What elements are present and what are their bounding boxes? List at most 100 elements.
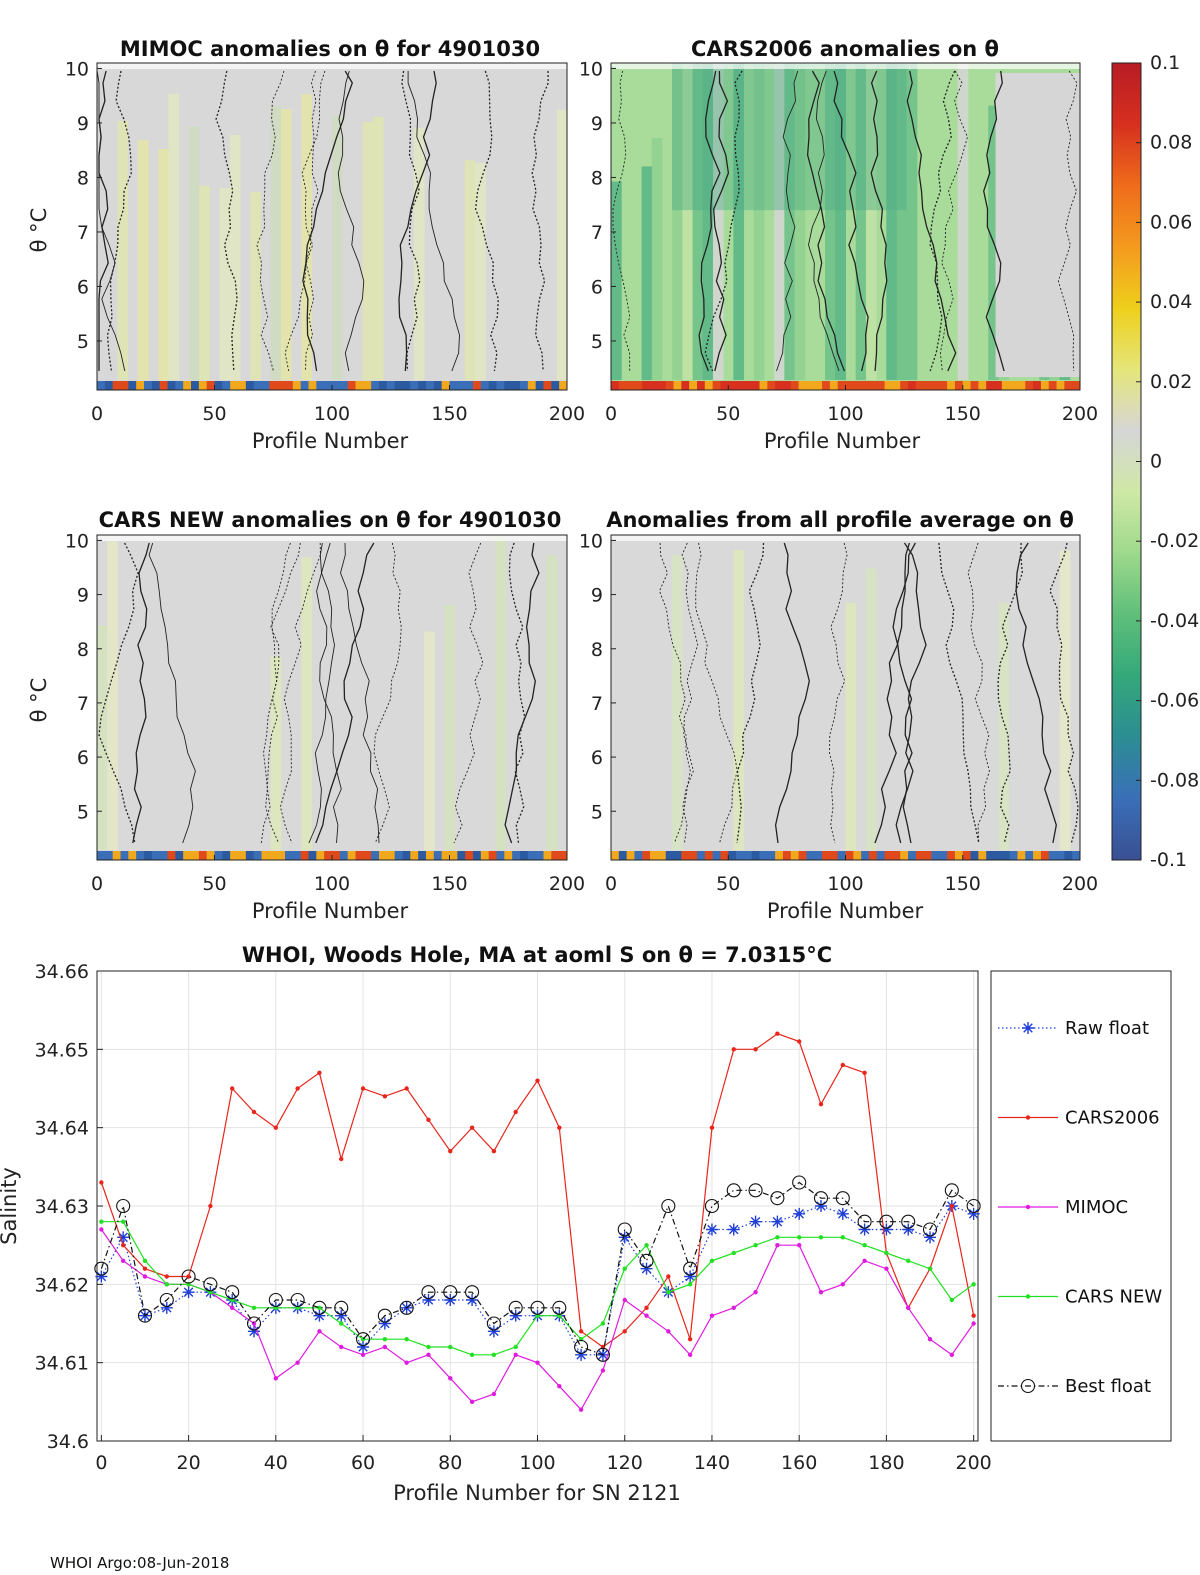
anomaly-bottom-cell	[300, 851, 309, 860]
anomaly-bottom-cell	[681, 851, 690, 860]
anomaly-bottom-cell	[269, 381, 278, 390]
anomaly-bottom-cell	[1009, 381, 1018, 390]
contour-line	[695, 542, 738, 844]
anomaly-bottom-cell	[418, 381, 427, 390]
anomaly-bottom-cell	[673, 381, 682, 390]
panel-field	[97, 535, 567, 860]
data-point	[95, 1270, 108, 1283]
data-point	[704, 1198, 720, 1214]
anomaly-bottom-cell	[324, 381, 333, 390]
series-line	[100, 1181, 974, 1356]
y-tick-label: 6	[591, 276, 603, 298]
data-point	[513, 1344, 518, 1350]
data-point	[465, 1285, 480, 1300]
contour-line	[260, 542, 301, 844]
anomaly-bottom-cell	[829, 381, 839, 390]
x-tick-label: 200	[1062, 873, 1098, 895]
data-point	[469, 1399, 475, 1405]
anomaly-bottom-cell	[884, 851, 893, 860]
data-point	[421, 1285, 436, 1300]
anomaly-bottom-cell	[277, 381, 286, 390]
anomaly-bottom-cell	[908, 851, 917, 860]
anomaly-bottom-cell	[175, 851, 184, 860]
anomaly-bottom-cell	[782, 851, 792, 860]
data-point	[575, 1348, 588, 1361]
data-point	[1022, 1022, 1034, 1034]
data-point	[557, 1383, 562, 1389]
panel-title: CARS NEW anomalies on θ for 4901030	[99, 508, 562, 532]
anomaly-bottom-cell	[285, 381, 294, 390]
anomaly-bottom-cell	[206, 851, 215, 860]
x-tick-label: 0	[91, 873, 103, 895]
contour-line	[774, 542, 810, 844]
y-tick-label: 8	[591, 639, 603, 661]
data-point	[120, 1242, 126, 1248]
data-point	[880, 1223, 893, 1236]
data-point	[251, 1321, 257, 1326]
anomaly-bottom-cell	[433, 381, 443, 390]
x-tick-label: 120	[607, 1452, 643, 1474]
data-point	[508, 1300, 523, 1315]
anomaly-bottom-cell	[1072, 381, 1081, 390]
x-tick-label: 100	[827, 873, 863, 895]
panel-ylabel: θ °C	[27, 208, 51, 253]
anomaly-blob	[995, 73, 1080, 378]
contour-line	[508, 542, 526, 844]
anomaly-bottom-cell	[822, 851, 831, 860]
anomaly-bottom-cell	[1033, 851, 1042, 860]
data-point	[835, 1191, 850, 1206]
data-point	[862, 1070, 867, 1076]
anomaly-bottom-cell	[923, 381, 932, 390]
data-point	[971, 1282, 976, 1287]
anomaly-bottom-cell	[822, 381, 831, 390]
data-point	[99, 1227, 104, 1232]
data-point	[360, 1352, 366, 1358]
colorbar-tick-label: 0	[1150, 451, 1162, 473]
data-point	[339, 1321, 344, 1326]
anomaly-bottom-cell	[775, 851, 784, 860]
anomaly-bottom-cell	[806, 851, 815, 860]
anomaly-bottom-cell	[970, 381, 979, 390]
panel-xlabel: Profile Number	[252, 429, 409, 453]
anomaly-strip	[682, 63, 694, 380]
legend-label: CARS NEW	[1065, 1287, 1162, 1308]
anomaly-bottom-cell	[386, 851, 396, 860]
anomaly-bottom-cell	[363, 851, 372, 860]
data-point	[966, 1198, 981, 1214]
y-tick-label: 8	[591, 167, 603, 189]
data-point	[94, 1261, 109, 1276]
anomaly-bottom-cell	[736, 851, 745, 860]
data-point	[120, 1258, 126, 1264]
anomaly-bottom-cell	[1017, 381, 1026, 390]
legend-item: Raw float	[998, 1018, 1149, 1039]
data-point	[709, 1125, 715, 1130]
anomaly-bottom-cell	[1048, 381, 1058, 390]
data-point	[814, 1200, 827, 1212]
anomaly-bottom-cell	[426, 381, 435, 390]
anomaly-bottom-cell	[277, 851, 286, 860]
anomaly-bottom-cell	[947, 851, 956, 860]
contour-line	[1049, 542, 1079, 844]
panel-ylabel: θ °C	[27, 678, 51, 723]
data-point	[426, 1352, 431, 1358]
anomaly-bottom-cell	[642, 381, 651, 390]
anomaly-bottom-cell	[970, 851, 979, 860]
data-point	[796, 1039, 802, 1044]
data-point	[687, 1352, 693, 1358]
y-tick-label: 34.62	[35, 1274, 89, 1296]
data-point	[181, 1269, 196, 1284]
anomaly-bottom-cell	[728, 381, 737, 390]
anomaly-bottom-cell	[986, 851, 995, 860]
anomaly-bottom-cell	[308, 851, 317, 860]
anomaly-bottom-cell	[457, 851, 466, 860]
anomaly-bottom-cell	[892, 851, 901, 860]
anomaly-bottom-cell	[868, 851, 878, 860]
anomaly-strip	[546, 555, 558, 850]
anomaly-bottom-cell	[1040, 381, 1050, 390]
chart-legend: Raw float CARS2006 MIMOC CARS NEW Best float	[990, 970, 1172, 1442]
anomaly-bottom-cell	[1025, 851, 1034, 860]
anomaly-bottom-cell	[285, 851, 294, 860]
anomaly-bottom-cell	[712, 381, 721, 390]
anomaly-bottom-cell	[198, 381, 208, 390]
anomaly-bottom-cell	[1033, 381, 1042, 390]
